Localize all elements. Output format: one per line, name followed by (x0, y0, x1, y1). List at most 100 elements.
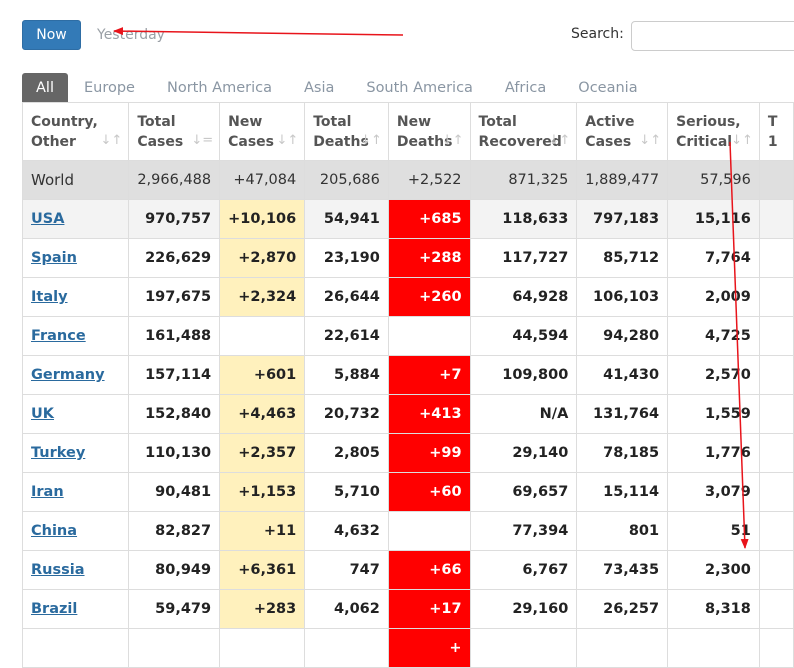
new-cases-cell: +2,870 (219, 238, 306, 278)
total-deaths-cell (304, 628, 389, 668)
country-cell: France (21, 316, 130, 356)
serious-cell: 4,725 (667, 316, 760, 356)
new-cases-cell: +47,084 (219, 160, 306, 200)
total-cases-cell: 2,966,488 (128, 160, 221, 200)
total-recovered-cell: 871,325 (469, 160, 578, 200)
total-cases-cell: 197,675 (128, 277, 221, 317)
country-link[interactable]: Brazil (31, 601, 78, 617)
table-row: UK 152,840 +4,463 20,732 +413 N/A 131,764 1,559 (21, 394, 794, 434)
country-link[interactable]: Russia (31, 562, 85, 578)
country-cell: Italy (21, 277, 130, 317)
country-link[interactable]: Iran (31, 484, 64, 500)
total-deaths-cell: 2,805 (304, 433, 389, 473)
truncated-cell (758, 199, 794, 239)
active-cases-cell: 26,257 (576, 589, 669, 629)
total-recovered-cell: 44,594 (469, 316, 578, 356)
total-deaths-cell: 205,686 (304, 160, 389, 200)
tab-europe[interactable]: Europe (83, 79, 135, 96)
total-deaths-cell: 20,732 (304, 394, 389, 434)
active-cases-cell: 801 (576, 511, 669, 551)
column-header-new-cases[interactable]: New Cases ↓↑ (219, 102, 306, 161)
country-link[interactable]: Spain (31, 250, 77, 266)
column-header-active-cases[interactable]: Active Cases ↓↑ (576, 102, 669, 161)
column-header-total-recovered[interactable]: Total Recovered ↓↑ (469, 102, 578, 161)
new-cases-cell: +2,324 (219, 277, 306, 317)
serious-cell: 1,559 (667, 394, 760, 434)
country-link[interactable]: Turkey (31, 445, 86, 461)
new-deaths-cell: +17 (387, 589, 471, 629)
total-deaths-cell: 5,884 (304, 355, 389, 395)
new-cases-cell: +11 (219, 511, 306, 551)
truncated-cell (758, 628, 794, 668)
new-cases-cell (219, 628, 306, 668)
country-cell: Russia (21, 550, 130, 590)
total-cases-cell: 152,840 (128, 394, 221, 434)
country-link[interactable]: Italy (31, 289, 68, 305)
continent-tabs: All Europe North America Asia South Amer… (22, 73, 654, 102)
column-header-country[interactable]: Country, Other ↓↑ (21, 102, 130, 161)
sort-desc-icon: ↓= (191, 133, 214, 148)
country-cell: Turkey (21, 433, 130, 473)
country-link[interactable]: USA (31, 211, 65, 227)
serious-cell: 2,570 (667, 355, 760, 395)
column-header-total-cases[interactable]: Total Cases ↓= (128, 102, 221, 161)
new-cases-cell: +6,361 (219, 550, 306, 590)
yesterday-button[interactable]: Yesterday (97, 27, 165, 43)
new-deaths-cell (387, 316, 471, 356)
tab-africa[interactable]: Africa (504, 79, 547, 96)
table-row: China 82,827 +11 4,632 77,394 801 51 (21, 511, 794, 551)
sort-icon: ↓↑ (548, 133, 571, 148)
serious-cell: 51 (667, 511, 760, 551)
total-deaths-cell: 26,644 (304, 277, 389, 317)
country-cell: China (21, 511, 130, 551)
country-link[interactable]: Germany (31, 367, 105, 383)
column-header-new-deaths[interactable]: New Deaths ↓↑ (387, 102, 471, 161)
tab-asia[interactable]: Asia (303, 79, 335, 96)
total-cases-cell: 90,481 (128, 472, 221, 512)
tab-north-america[interactable]: North America (166, 79, 272, 96)
active-cases-cell: 1,889,477 (576, 160, 669, 200)
new-deaths-cell: +2,522 (387, 160, 471, 200)
country-cell: Spain (21, 238, 130, 278)
column-header-serious-critical[interactable]: Serious, Critical ↓↑ (667, 102, 760, 161)
country-cell (21, 628, 130, 668)
column-header-total-deaths[interactable]: Total Deaths ↓↑ (304, 102, 389, 161)
total-recovered-cell: 77,394 (469, 511, 578, 551)
new-deaths-cell: +288 (387, 238, 471, 278)
country-cell: World (21, 160, 130, 200)
truncated-cell (758, 355, 794, 395)
total-cases-cell: 161,488 (128, 316, 221, 356)
country-link[interactable]: China (31, 523, 78, 539)
new-deaths-cell: +260 (387, 277, 471, 317)
tab-all[interactable]: All (22, 73, 68, 102)
active-cases-cell: 78,185 (576, 433, 669, 473)
country-link[interactable]: UK (31, 406, 55, 422)
active-cases-cell: 94,280 (576, 316, 669, 356)
new-deaths-cell: +7 (387, 355, 471, 395)
total-deaths-cell: 23,190 (304, 238, 389, 278)
new-deaths-cell (387, 511, 471, 551)
serious-cell: 3,079 (667, 472, 760, 512)
tab-south-america[interactable]: South America (366, 79, 473, 96)
tab-oceania[interactable]: Oceania (578, 79, 638, 96)
truncated-cell (758, 472, 794, 512)
now-button[interactable]: Now (22, 20, 81, 50)
total-cases-cell: 157,114 (128, 355, 221, 395)
total-recovered-cell: 29,160 (469, 589, 578, 629)
serious-cell: 7,764 (667, 238, 760, 278)
active-cases-cell: 73,435 (576, 550, 669, 590)
country-cell: Iran (21, 472, 130, 512)
total-recovered-cell: 6,767 (469, 550, 578, 590)
sort-icon: ↓↑ (731, 133, 753, 148)
new-cases-cell: +601 (219, 355, 306, 395)
covid-data-table: Country, Other ↓↑ Total Cases ↓= New Cases ↓↑ … (21, 102, 794, 668)
search-input[interactable] (631, 21, 794, 51)
new-cases-cell: +283 (219, 589, 306, 629)
country-link[interactable]: France (31, 328, 86, 344)
table-row: Germany 157,114 +601 5,884 +7 109,800 41,430 2,… (21, 355, 794, 395)
total-recovered-cell: N/A (469, 394, 578, 434)
truncated-cell (758, 550, 794, 590)
serious-cell: 8,318 (667, 589, 760, 629)
serious-cell: 2,009 (667, 277, 760, 317)
